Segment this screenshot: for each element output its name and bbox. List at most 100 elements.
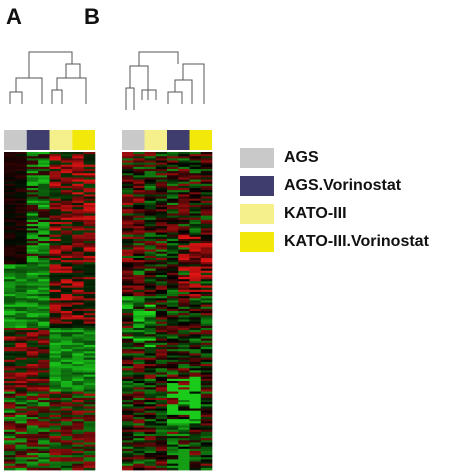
- heat-cell: [189, 342, 202, 346]
- heat-cell: [72, 298, 84, 301]
- heat-cell: [155, 404, 168, 407]
- heat-cell: [189, 308, 202, 312]
- heat-cell: [83, 351, 96, 354]
- heat-cell: [49, 192, 62, 195]
- heat-cell: [167, 266, 179, 269]
- heat-cell: [49, 351, 62, 354]
- heat-cell: [155, 467, 168, 471]
- heat-cell: [49, 173, 62, 176]
- heat-cell: [49, 221, 62, 225]
- heat-cell: [144, 353, 157, 356]
- heat-cell: [122, 185, 134, 189]
- heat-cell: [26, 236, 39, 240]
- heat-cell: [72, 397, 84, 401]
- heat-cell: [4, 194, 16, 197]
- heat-cell: [38, 274, 50, 278]
- heat-cell: [49, 279, 62, 282]
- heat-cell: [83, 209, 96, 212]
- heat-cell: [26, 238, 39, 242]
- heat-cell: [26, 383, 39, 386]
- heat-cell: [15, 397, 28, 401]
- heat-cell: [167, 232, 179, 236]
- heat-cell: [83, 291, 96, 295]
- heat-cell: [38, 164, 50, 168]
- heat-cell: [189, 296, 202, 299]
- heat-cell: [83, 402, 96, 405]
- heat-cell: [155, 425, 168, 428]
- heat-cell: [72, 376, 84, 380]
- heat-cell: [49, 270, 62, 274]
- heat-cell: [122, 306, 134, 310]
- heat-cell: [178, 183, 190, 187]
- heat-cell: [49, 211, 62, 214]
- heat-cell: [155, 364, 168, 367]
- heat-cell: [155, 323, 168, 327]
- heat-cell: [189, 232, 202, 236]
- heat-cell: [60, 387, 73, 390]
- heat-cell: [72, 196, 84, 200]
- heat-cell: [189, 374, 202, 378]
- heat-cell: [155, 260, 168, 263]
- heat-cell: [60, 353, 73, 356]
- legend-label-ags-vorinostat: AGS.Vorinostat: [284, 177, 402, 194]
- heat-cell: [200, 236, 213, 240]
- heat-cell: [133, 372, 145, 375]
- heat-cell: [60, 315, 73, 318]
- heat-cell: [72, 406, 84, 409]
- heat-cell: [26, 164, 39, 168]
- heat-cell: [72, 325, 84, 329]
- heat-cell: [38, 168, 50, 172]
- heat-cell: [133, 321, 145, 325]
- heat-cell: [15, 429, 28, 433]
- dendrogram-branch: [182, 63, 205, 104]
- heat-cell: [4, 429, 16, 433]
- heat-cell: [189, 194, 202, 197]
- heat-cell: [49, 202, 62, 206]
- heat-cell: [178, 342, 190, 346]
- heat-cell: [133, 190, 145, 193]
- dendrogram-branch: [51, 89, 63, 104]
- heat-cell: [122, 196, 134, 200]
- heat-cell: [72, 217, 84, 221]
- heat-cell: [122, 446, 134, 450]
- heat-cell: [15, 406, 28, 409]
- heat-cell: [155, 154, 168, 157]
- heat-cell: [200, 421, 213, 424]
- heat-cell: [167, 376, 179, 380]
- heat-cell: [49, 308, 62, 312]
- heat-cell: [178, 279, 190, 282]
- heat-cell: [72, 181, 84, 185]
- group-bar-kato-iii: [49, 130, 73, 150]
- heat-cell: [167, 194, 179, 197]
- heat-cell: [200, 202, 213, 206]
- heat-cell: [155, 232, 168, 236]
- heat-cell: [144, 207, 157, 210]
- heat-cell: [200, 192, 213, 195]
- heat-cell: [189, 264, 202, 267]
- heat-cell: [133, 268, 145, 272]
- heat-cell: [83, 400, 96, 403]
- heat-cell: [155, 319, 168, 322]
- dendrogram-b: [125, 51, 205, 110]
- heat-cell: [189, 185, 202, 189]
- heat-cell: [49, 272, 62, 276]
- heat-cell: [60, 296, 73, 299]
- heat-cell: [167, 300, 179, 303]
- heat-cell: [122, 158, 134, 161]
- heat-cell: [133, 440, 145, 443]
- heat-cell: [167, 351, 179, 354]
- heat-cell: [189, 368, 202, 371]
- heat-cell: [4, 274, 16, 278]
- heat-cell: [49, 213, 62, 216]
- heat-cell: [200, 181, 213, 185]
- heat-cell: [167, 245, 179, 248]
- heat-cell: [144, 311, 157, 314]
- heat-cell: [167, 368, 179, 371]
- heat-cell: [200, 389, 213, 392]
- heat-cell: [144, 400, 157, 403]
- heat-cell: [155, 196, 168, 200]
- heat-cell: [26, 359, 39, 363]
- heat-cell: [26, 406, 39, 409]
- heat-cell: [15, 279, 28, 282]
- heat-cell: [167, 207, 179, 210]
